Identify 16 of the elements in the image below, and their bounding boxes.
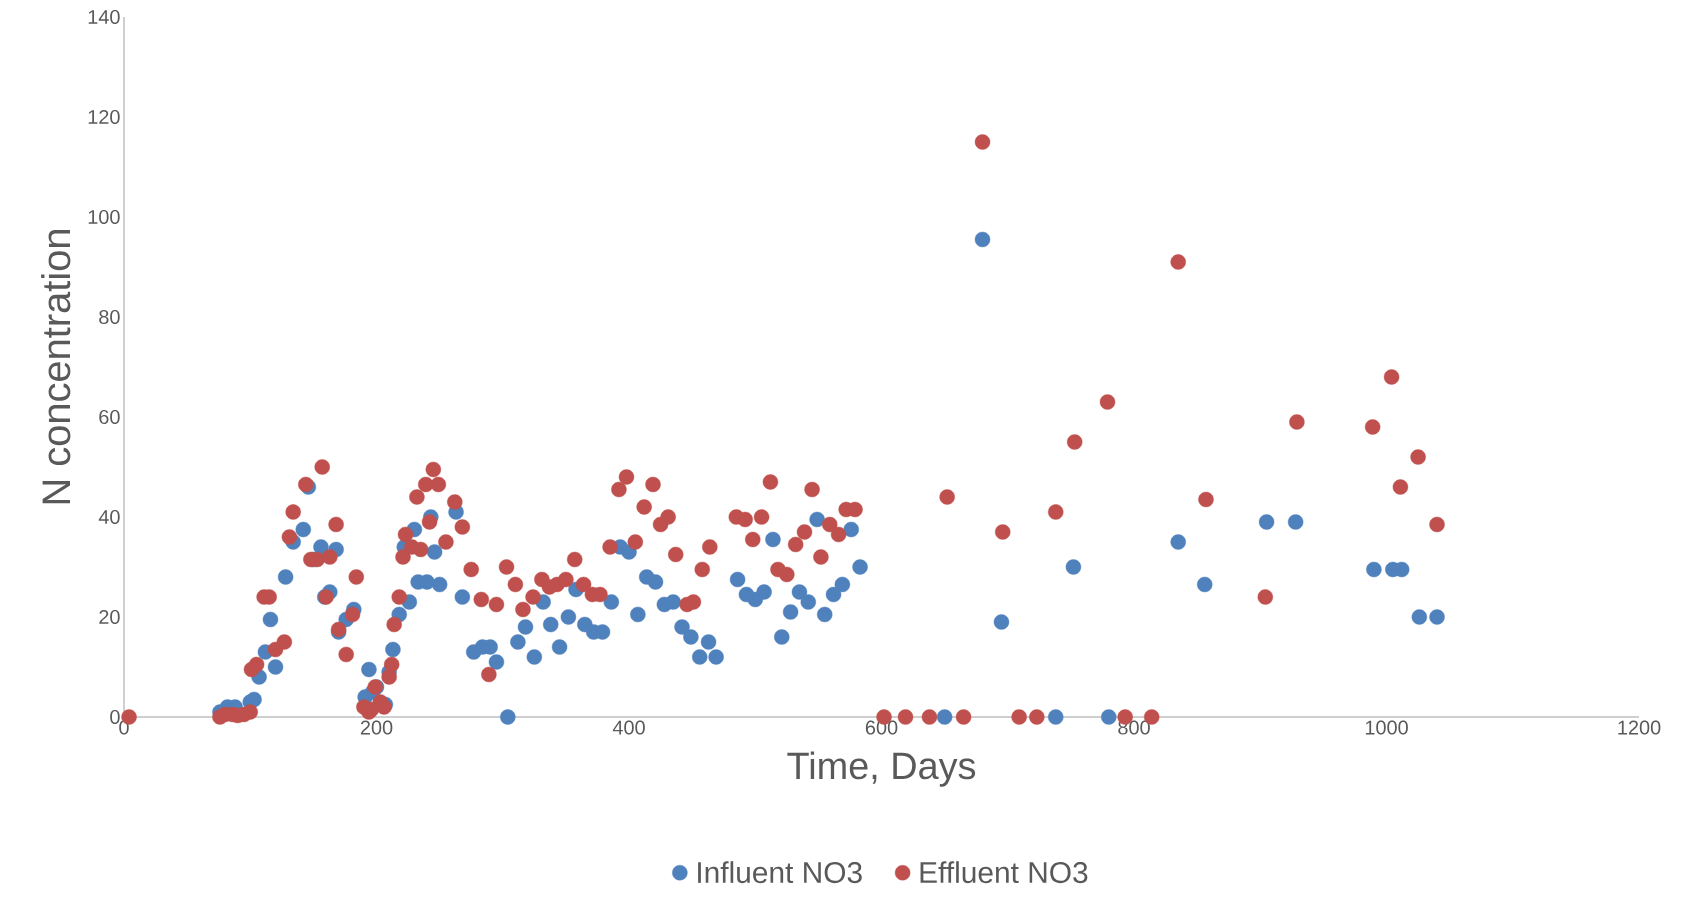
- legend-label: Influent NO3: [698, 861, 862, 884]
- y-tick-label: 120: [88, 109, 120, 125]
- legend-label: Effluent NO3: [920, 861, 1088, 884]
- y-tick-label: 60: [99, 409, 120, 425]
- y-tick-label: 20: [99, 609, 120, 625]
- y-tick-label: 40: [98, 509, 120, 525]
- x-tick-label: 1200: [1618, 720, 1661, 735]
- x-tick-label: 200: [360, 720, 393, 735]
- y-tick-label: 100: [88, 209, 120, 225]
- y-tick-label: 0: [110, 709, 120, 725]
- y-axis-title: N concentration: [41, 230, 71, 504]
- y-tick-label: 80: [99, 309, 120, 325]
- x-tick-label: 400: [612, 720, 645, 735]
- y-tick-label: 140: [88, 9, 120, 25]
- x-axis-title: Time, Days: [787, 751, 976, 787]
- x-tick-label: 1000: [1365, 720, 1408, 735]
